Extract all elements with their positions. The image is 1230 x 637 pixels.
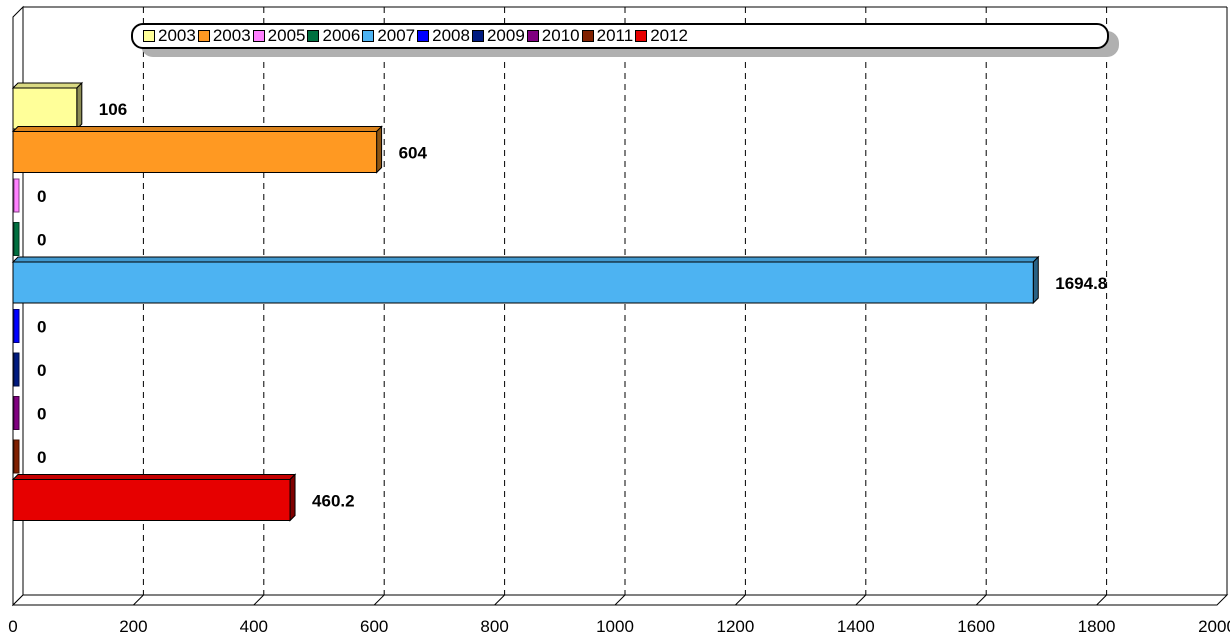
data-label: 0 bbox=[37, 361, 46, 380]
bar bbox=[12, 479, 291, 521]
legend-item: 2009 bbox=[471, 26, 525, 46]
floor-gridline bbox=[855, 594, 867, 606]
floor-gridline bbox=[1096, 594, 1107, 606]
data-label: 0 bbox=[37, 448, 46, 467]
data-label: 106 bbox=[99, 100, 127, 119]
legend-swatch bbox=[197, 30, 210, 42]
bar bbox=[13, 396, 20, 430]
legend-swatch bbox=[252, 30, 265, 42]
floor-gridline bbox=[133, 594, 144, 606]
bar bbox=[13, 352, 20, 387]
legend-swatch bbox=[581, 30, 594, 42]
legend-label: 2003 bbox=[158, 26, 196, 45]
bar bbox=[13, 222, 20, 256]
x-tick-label: 1200 bbox=[716, 617, 754, 636]
legend-item: 2003 bbox=[143, 26, 196, 46]
bar bbox=[13, 178, 20, 213]
legend-swatch bbox=[471, 30, 484, 42]
bar bbox=[12, 87, 78, 130]
x-tick-label: 1400 bbox=[837, 617, 875, 636]
x-tick-label: 1600 bbox=[957, 617, 995, 636]
x-tick-label: 2000 bbox=[1198, 617, 1230, 636]
x-tick-label: 1800 bbox=[1078, 617, 1116, 636]
bar-end-face bbox=[1032, 255, 1039, 305]
legend-label: 2009 bbox=[486, 26, 525, 45]
legend-label: 2010 bbox=[541, 26, 580, 45]
bar-end-face bbox=[289, 473, 296, 522]
bar-end-face bbox=[76, 81, 83, 131]
legend-label: 2006 bbox=[322, 26, 361, 45]
bar bbox=[13, 439, 20, 474]
bar bbox=[12, 261, 1034, 304]
legend-swatch bbox=[307, 30, 320, 42]
legend-item: 2008 bbox=[417, 26, 470, 46]
data-label: 0 bbox=[37, 405, 46, 424]
bar-top-face bbox=[11, 126, 383, 132]
x-tick-label: 400 bbox=[240, 617, 268, 636]
floor-gridline bbox=[253, 594, 265, 606]
legend-swatch bbox=[635, 30, 648, 42]
data-label: 604 bbox=[399, 144, 428, 163]
legend-item: 2006 bbox=[307, 26, 360, 46]
legend-swatch bbox=[417, 30, 430, 42]
bar-end-face bbox=[376, 125, 383, 174]
x-tick-label: 200 bbox=[119, 617, 147, 636]
x-tick-label: 800 bbox=[480, 617, 508, 636]
data-label: 1694.8 bbox=[1055, 274, 1107, 293]
data-label: 0 bbox=[37, 318, 46, 337]
legend-label: 2003 bbox=[212, 26, 251, 45]
x-tick-label: 600 bbox=[360, 617, 388, 636]
legend-swatch bbox=[362, 30, 375, 42]
chart-legend: 2003 2003 2005 2006 2007 2008 2009 2010 2011 2012 bbox=[131, 23, 1109, 49]
floor-gridline bbox=[735, 594, 746, 606]
bar bbox=[13, 309, 20, 343]
legend-item: 2003 bbox=[197, 26, 251, 46]
legend-item: 2011 bbox=[581, 26, 634, 46]
legend-label: 2011 bbox=[596, 26, 634, 45]
legend-item: 2007 bbox=[362, 26, 415, 46]
bar-top-face bbox=[11, 474, 297, 480]
data-label: 0 bbox=[37, 187, 46, 206]
floor-gridline bbox=[494, 594, 505, 606]
bar-top-face bbox=[11, 82, 84, 89]
bar bbox=[12, 131, 378, 173]
x-tick-label: 0 bbox=[8, 617, 17, 636]
legend-item: 2005 bbox=[252, 26, 306, 46]
legend-item: 2010 bbox=[526, 26, 580, 46]
legend-item: 2012 bbox=[635, 26, 688, 46]
floor-gridline bbox=[614, 594, 626, 606]
legend-label: 2005 bbox=[267, 26, 306, 45]
data-label: 460.2 bbox=[312, 492, 355, 511]
data-label: 0 bbox=[37, 231, 46, 250]
floor-gridline bbox=[975, 594, 987, 606]
legend-label: 2012 bbox=[650, 26, 689, 45]
floor-gridline bbox=[373, 594, 385, 606]
legend-swatch bbox=[526, 30, 539, 42]
x-tick-label: 1000 bbox=[596, 617, 634, 636]
legend-swatch bbox=[143, 30, 155, 42]
bar-top-face bbox=[11, 256, 1040, 263]
legend-label: 2007 bbox=[377, 26, 416, 45]
legend-label: 2008 bbox=[432, 26, 470, 45]
